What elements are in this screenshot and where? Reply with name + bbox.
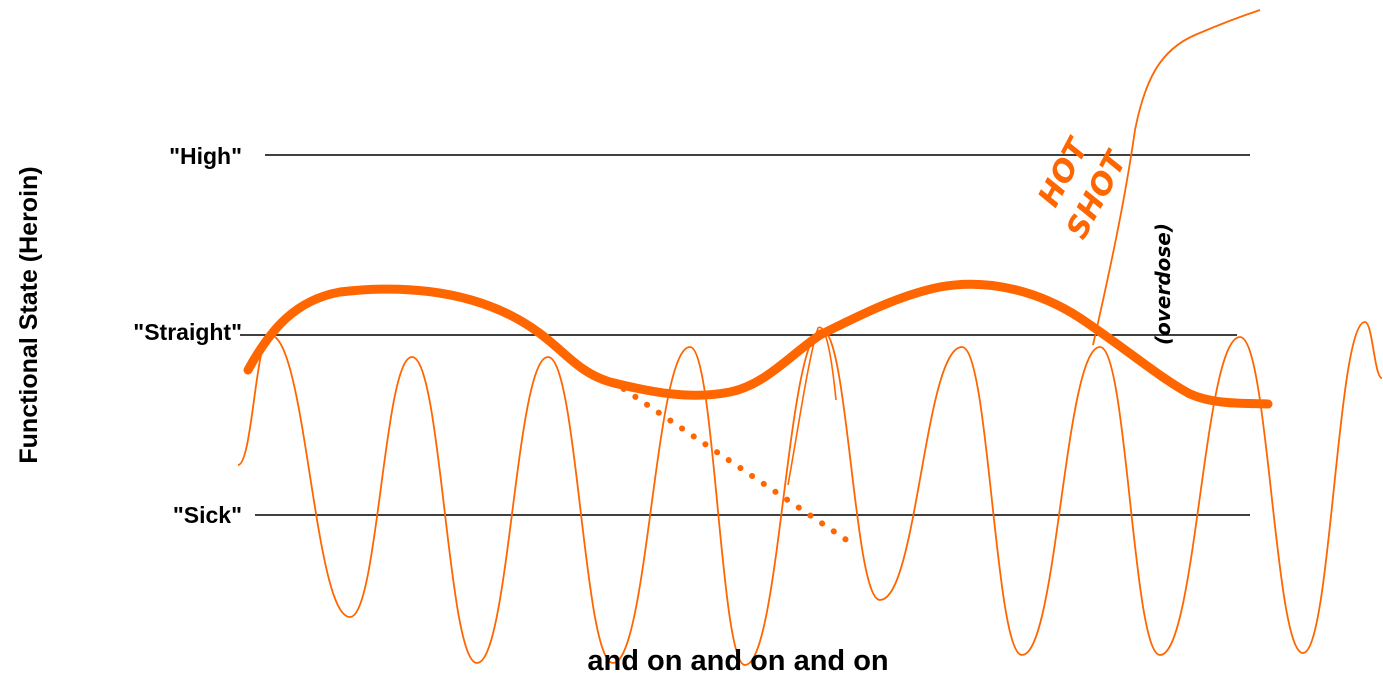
level-label-high: "High" bbox=[169, 143, 242, 169]
y-axis-label: Functional State (Heroin) bbox=[15, 166, 43, 463]
bottom-caption: and on and on and on bbox=[587, 645, 888, 675]
dotted-decline bbox=[609, 378, 851, 544]
tolerance-curve bbox=[243, 279, 1273, 409]
level-label-sick: "Sick" bbox=[173, 502, 242, 528]
hot-shot-curve bbox=[1092, 9, 1261, 346]
overdose-label: (overdose) bbox=[1151, 223, 1175, 345]
oscillation-curve bbox=[237, 321, 1383, 666]
level-label-straight: "Straight" bbox=[133, 319, 242, 345]
